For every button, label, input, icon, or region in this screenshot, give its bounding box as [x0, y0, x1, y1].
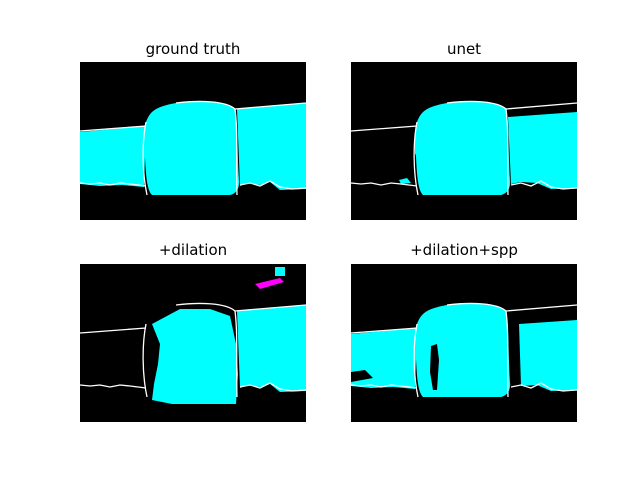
- region-right: [508, 112, 577, 189]
- panel-title-unet: unet: [446, 40, 482, 58]
- boundary-line-bottom: [351, 382, 577, 392]
- panel-title-dilation-spp: +dilation+spp: [410, 241, 518, 259]
- boundary-line-top: [80, 100, 306, 132]
- mask-dilation: [80, 264, 306, 422]
- boundary-line-body: [413, 310, 509, 398]
- boundary-line-top: [351, 100, 577, 132]
- region-center: [152, 309, 238, 404]
- region-right: [237, 305, 306, 392]
- boundary-line-bottom: [80, 382, 306, 392]
- region-speck: [399, 178, 411, 184]
- boundary-line-bottom: [351, 180, 577, 190]
- region-center: [414, 303, 511, 397]
- mask-ground-truth: [80, 62, 306, 220]
- boundary-line-body: [142, 108, 238, 196]
- region-gap-2: [351, 370, 373, 382]
- panel-title-dilation: +dilation: [158, 241, 228, 259]
- region-speck-2: [415, 140, 421, 154]
- region-right: [519, 320, 577, 391]
- artifact-magenta: [255, 278, 284, 289]
- boundary-line-body: [413, 108, 509, 196]
- boundary-line-body: [142, 310, 238, 398]
- boundary-line-bottom: [80, 180, 306, 190]
- boundary-line-top: [351, 302, 577, 334]
- mask-dilation-spp: [351, 264, 577, 422]
- region-right: [237, 103, 306, 190]
- region-gap: [430, 344, 439, 390]
- region-left: [80, 126, 146, 187]
- region-speck: [275, 267, 285, 276]
- boundary-line-top: [80, 302, 306, 334]
- mask-unet: [351, 62, 577, 220]
- region-center: [414, 101, 511, 195]
- region-center: [143, 101, 240, 195]
- panel-title-ground-truth: ground truth: [145, 40, 241, 58]
